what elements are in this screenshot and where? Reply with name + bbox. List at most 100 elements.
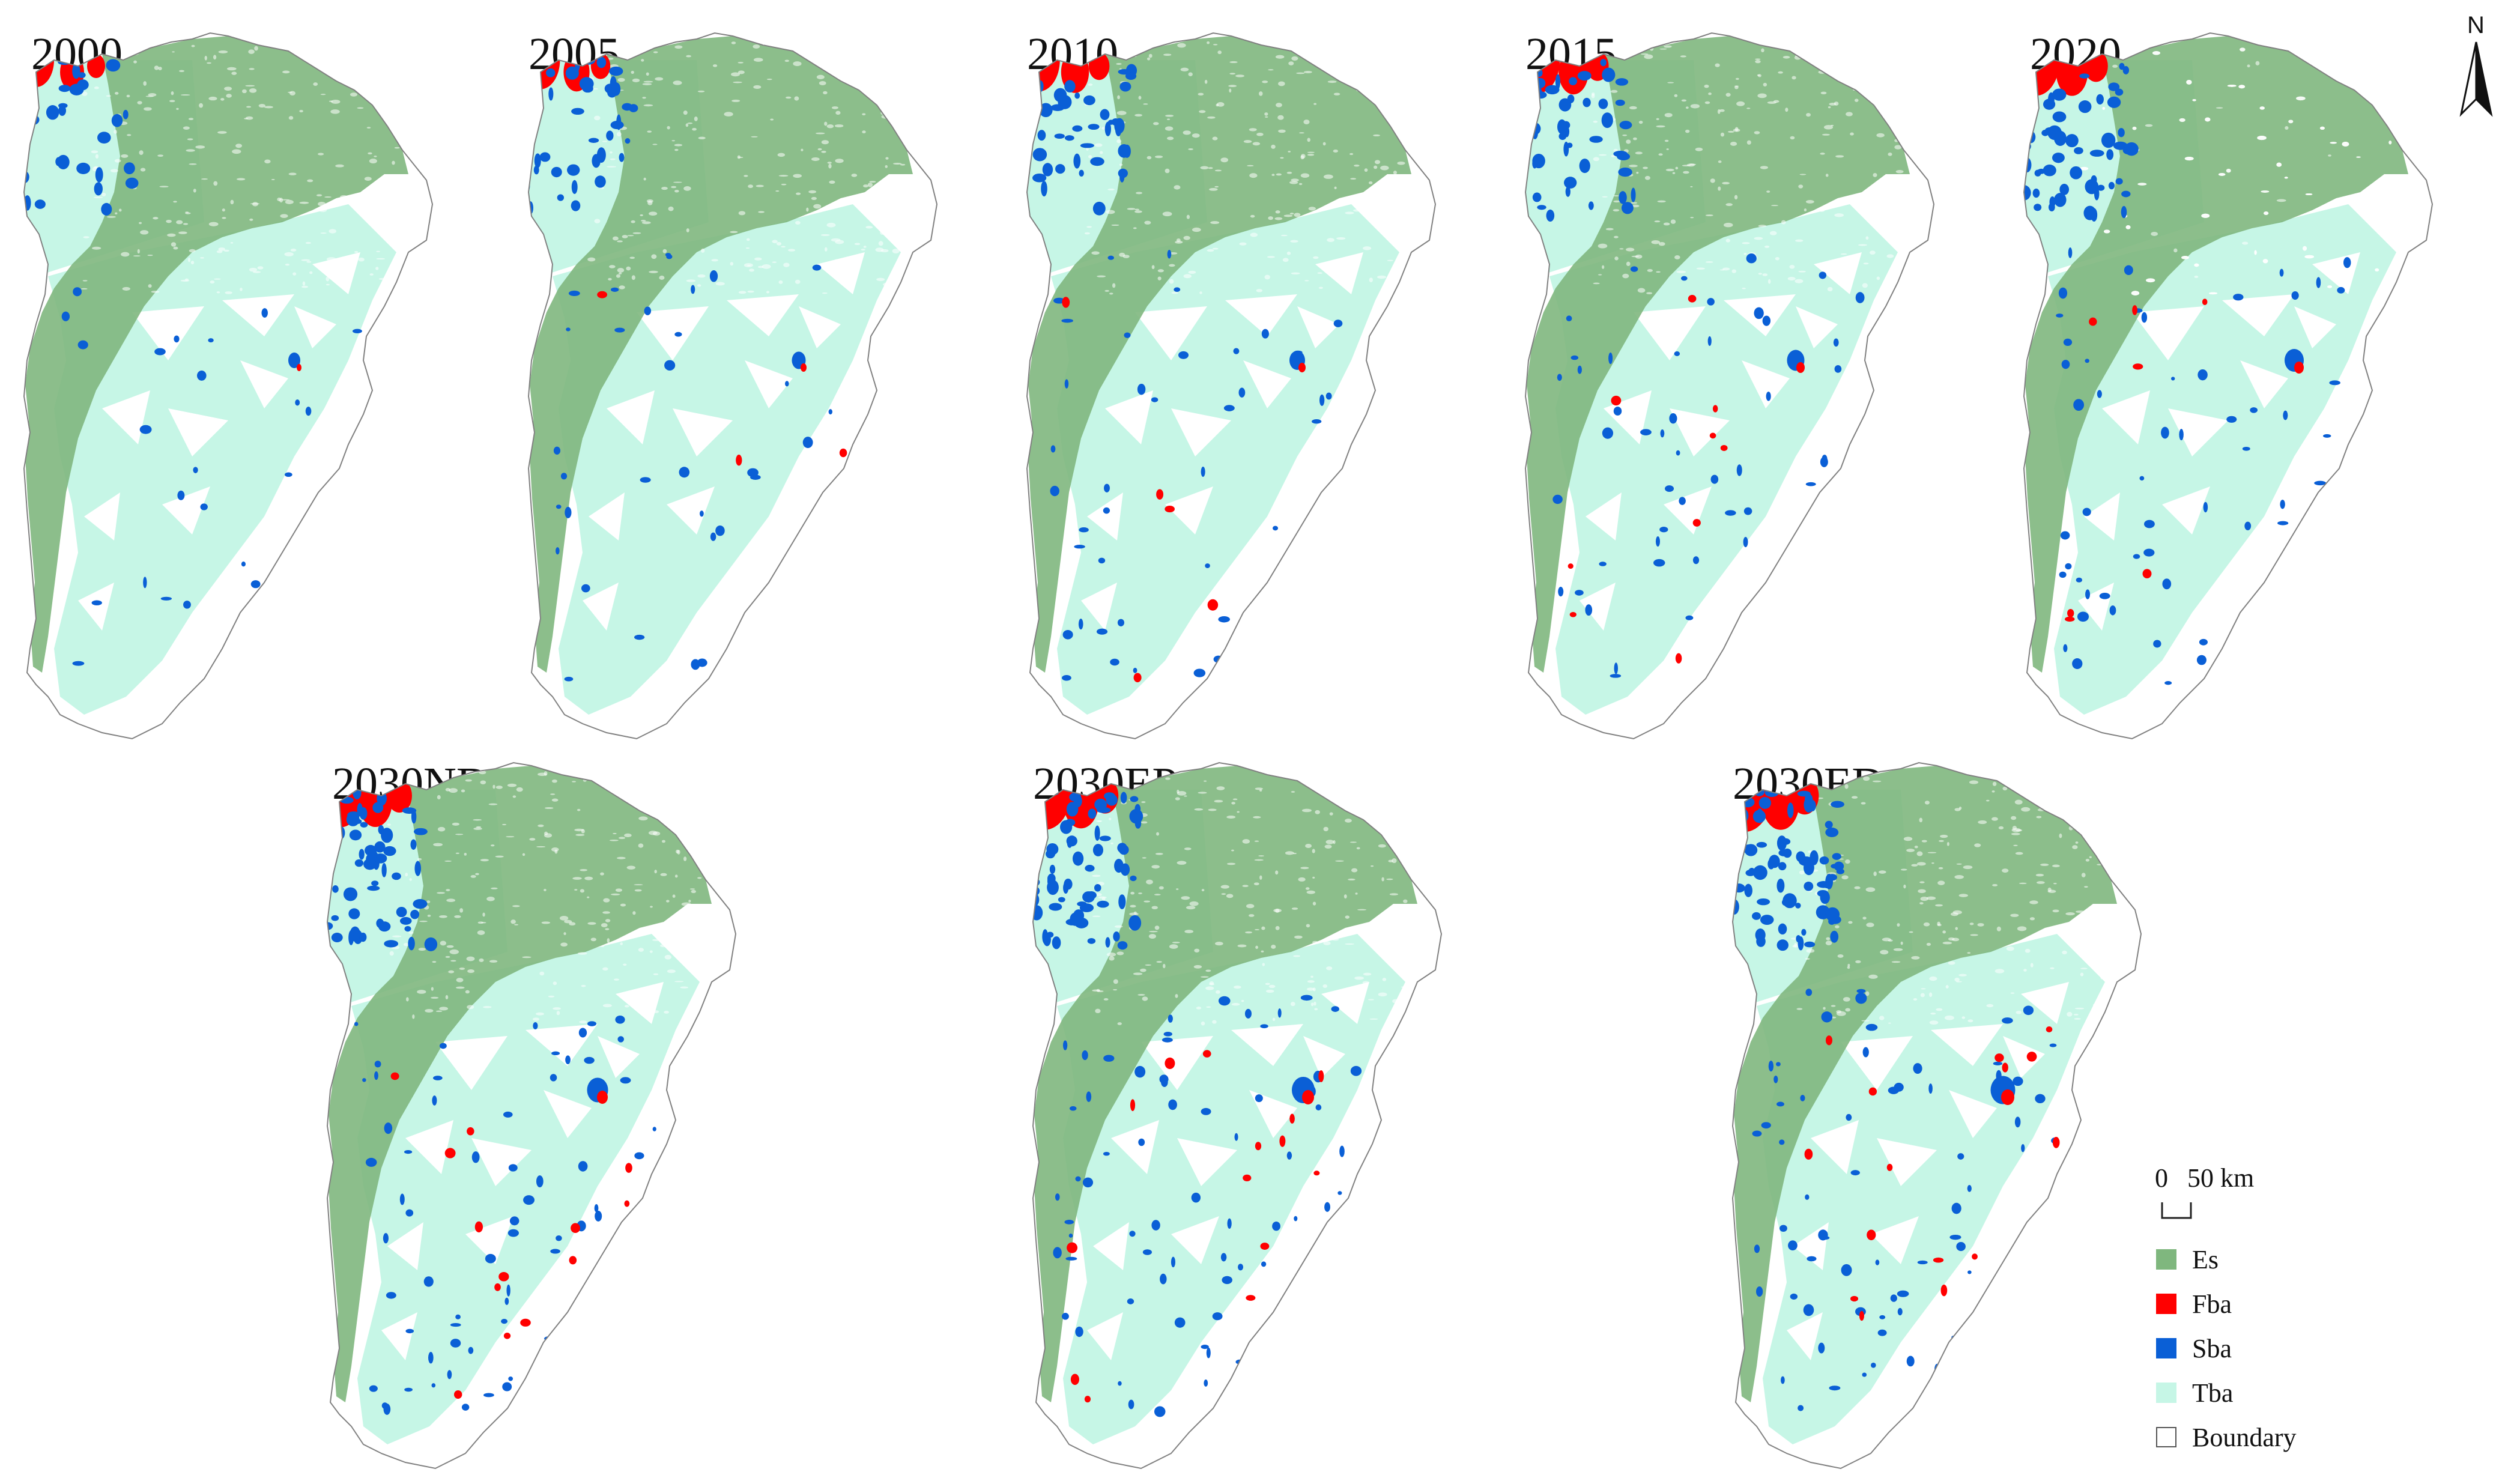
es-texture (572, 877, 582, 880)
sba-patch (1598, 98, 1608, 109)
es-texture (169, 100, 175, 103)
sba-patch (1744, 883, 1752, 897)
sba-patch (2141, 312, 2148, 323)
es-texture (688, 800, 692, 804)
es-texture (115, 92, 119, 95)
es-texture (1746, 108, 1751, 109)
es-texture (1986, 1004, 1994, 1008)
sba-patch (1120, 792, 1127, 804)
sba-patch (1134, 1065, 1146, 1078)
es-texture (133, 255, 141, 257)
es-texture (207, 62, 211, 64)
es-texture (2060, 792, 2065, 796)
es-texture (1199, 110, 1206, 114)
es-texture (1916, 851, 1923, 856)
es-texture (1320, 786, 1327, 789)
es-texture (2036, 816, 2042, 819)
es-texture (654, 794, 664, 796)
es-texture (1369, 277, 1373, 283)
es-texture (885, 157, 889, 160)
es-texture (1169, 279, 1174, 284)
es-texture (1274, 217, 1283, 220)
es-texture (1690, 217, 1694, 219)
sba-patch (1331, 1006, 1339, 1012)
es-texture (1717, 109, 1721, 114)
es-texture (2327, 64, 2333, 68)
es-texture (1241, 1000, 1244, 1002)
es-texture (479, 958, 484, 962)
sba-patch (1752, 810, 1766, 823)
es-texture (1374, 165, 1378, 169)
sba-patch (1855, 292, 1865, 303)
sba-patch (2085, 359, 2089, 363)
es-texture (2100, 976, 2104, 980)
sba-patch (1871, 1362, 1876, 1368)
es-texture (1795, 279, 1804, 283)
es-texture (412, 1014, 415, 1019)
es-texture (1268, 984, 1276, 989)
sba-patch (1070, 912, 1080, 926)
es-texture (824, 247, 828, 252)
es-texture (1228, 85, 1237, 88)
es-texture (1393, 207, 1401, 209)
es-texture (1303, 70, 1312, 74)
es-texture (1754, 131, 1760, 135)
es-texture (1154, 925, 1160, 930)
es-texture (1690, 104, 1700, 109)
es-texture (1231, 1003, 1240, 1006)
es-texture (1704, 84, 1709, 88)
es-texture (1288, 61, 1294, 65)
es-texture (1109, 817, 1112, 820)
es-texture (1811, 780, 1819, 784)
es-texture (1390, 71, 1399, 76)
es-texture (1935, 904, 1943, 907)
es-texture (2145, 124, 2153, 127)
tba-gap (312, 252, 360, 294)
es-texture (437, 795, 441, 800)
sba-patch (1897, 1307, 1903, 1316)
es-texture (1819, 209, 1825, 212)
es-texture (854, 196, 858, 200)
es-texture (653, 1010, 659, 1014)
sba-patch (1834, 861, 1844, 871)
es-texture (1204, 79, 1208, 84)
fba-patch (1720, 444, 1728, 452)
sba-patch (1083, 95, 1095, 106)
sba-patch (2052, 111, 2067, 123)
es-texture (248, 49, 255, 54)
tba-gap (1664, 486, 1712, 535)
sba-patch (550, 1249, 560, 1254)
es-texture (1656, 118, 1659, 121)
es-texture (1904, 238, 1910, 241)
es-texture (1675, 166, 1679, 170)
es-texture (541, 921, 551, 924)
es-texture (2092, 1003, 2100, 1007)
es-texture (634, 884, 643, 886)
es-texture (121, 252, 130, 257)
sba-patch (623, 1270, 632, 1274)
es-texture (885, 165, 888, 168)
es-texture (1189, 901, 1199, 906)
es-texture (1313, 1001, 1316, 1006)
sba-patch (125, 177, 139, 189)
sba-patch (2013, 1394, 2018, 1401)
tba-gap (84, 492, 120, 541)
es-texture (1658, 153, 1663, 156)
sba-patch (611, 287, 619, 292)
es-texture (1787, 277, 1796, 281)
sba-patch (2065, 1333, 2071, 1345)
es-texture (618, 272, 622, 275)
es-texture (1690, 186, 1693, 187)
es-texture (821, 140, 829, 145)
sba-patch (327, 876, 330, 889)
es-texture (730, 72, 741, 77)
es-texture (861, 249, 865, 251)
es-texture (225, 291, 232, 294)
fba-patch (1525, 33, 1560, 94)
es-texture (1903, 289, 1910, 291)
es-texture (609, 839, 619, 841)
es-texture (153, 217, 159, 220)
es-texture (1298, 877, 1306, 882)
es-texture (662, 249, 667, 253)
es-texture (652, 939, 661, 941)
